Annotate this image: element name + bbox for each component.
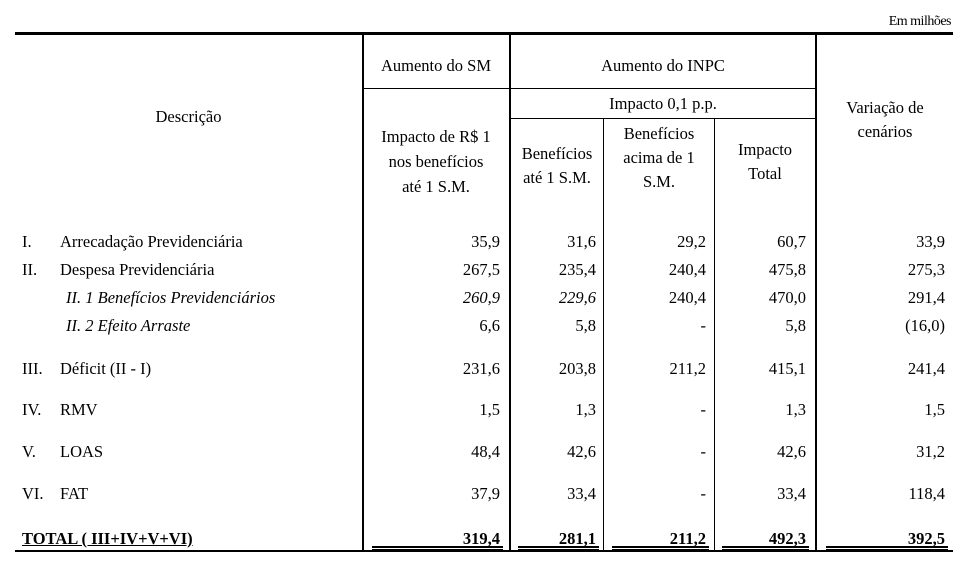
header-line: Variação de xyxy=(846,98,924,117)
row-number: II. xyxy=(22,260,38,279)
header-beneficios-acima: Benefícios acima de 1 S.M. xyxy=(604,122,714,194)
cell-value: 267,5 xyxy=(462,260,500,279)
row-label: Arrecadação Previdenciária xyxy=(60,232,243,251)
header-impacto-r1: Impacto de R$ 1 nos benefícios até 1 S.M… xyxy=(363,124,509,199)
row-number: I. xyxy=(22,232,32,251)
cell-value: 60,7 xyxy=(777,232,806,251)
header-aumento-sm: Aumento do SM xyxy=(380,56,491,75)
col-divider xyxy=(362,34,364,551)
total-value: 392,5 xyxy=(907,529,945,548)
header-line: até 1 S.M. xyxy=(402,177,470,196)
cell-value: 275,3 xyxy=(907,260,945,279)
header-impacto-total: Impacto Total xyxy=(715,138,815,186)
cell-value: 235,4 xyxy=(558,260,596,279)
cell-value: 211,2 xyxy=(669,359,706,378)
header-line: Impacto xyxy=(737,140,793,159)
row-label: Déficit (II - I) xyxy=(60,359,152,378)
header-rule xyxy=(510,118,816,119)
cell-value: - xyxy=(700,400,707,419)
header-line: acima de 1 xyxy=(623,148,695,167)
cell-value: - xyxy=(700,484,707,503)
cell-value: 1,3 xyxy=(575,400,596,419)
cell-value: 1,5 xyxy=(479,400,500,419)
total-value: 211,2 xyxy=(669,529,706,548)
cell-value: 291,4 xyxy=(907,288,945,307)
cell-value: 31,6 xyxy=(567,232,596,251)
header-impacto-pp: Impacto 0,1 p.p. xyxy=(609,94,717,113)
unit-note: Em milhões xyxy=(888,14,952,29)
cell-value: 475,8 xyxy=(768,260,806,279)
cell-value: 1,5 xyxy=(924,400,945,419)
cell-value: 5,8 xyxy=(785,316,806,335)
total-value: 281,1 xyxy=(558,529,596,548)
header-aumento-inpc: Aumento do INPC xyxy=(601,56,725,75)
cell-value: (16,0) xyxy=(905,316,945,335)
cell-value: 118,4 xyxy=(908,484,945,503)
header-rule xyxy=(363,88,816,89)
header-line: Impacto de R$ 1 xyxy=(381,127,491,146)
header-line: cenários xyxy=(857,122,913,141)
header-line: Total xyxy=(748,164,782,183)
header-line: S.M. xyxy=(642,172,676,191)
col-divider xyxy=(815,34,817,551)
header-line: nos benefícios xyxy=(388,152,484,171)
row-label: FAT xyxy=(60,484,89,503)
cell-value: 42,6 xyxy=(777,442,806,461)
cell-value: 29,2 xyxy=(677,232,706,251)
bottom-rule xyxy=(15,550,953,552)
cell-value: - xyxy=(700,316,707,335)
total-value: 319,4 xyxy=(462,529,500,548)
cell-value: 35,9 xyxy=(471,232,500,251)
cell-value: 48,4 xyxy=(471,442,500,461)
header-line: Benefícios xyxy=(623,124,695,143)
cell-value: 5,8 xyxy=(575,316,596,335)
cell-value: 33,4 xyxy=(567,484,596,503)
cell-value: 33,9 xyxy=(916,232,945,251)
cell-value: 229,6 xyxy=(558,288,596,307)
cell-value: 6,6 xyxy=(479,316,500,335)
cell-value: 240,4 xyxy=(668,288,706,307)
row-number: VI. xyxy=(22,484,44,503)
cell-value: 42,6 xyxy=(567,442,596,461)
cell-value: 241,4 xyxy=(907,359,945,378)
row-label: LOAS xyxy=(60,442,104,461)
header-line: Benefícios xyxy=(521,144,593,163)
row-label: II. 2 Efeito Arraste xyxy=(66,316,191,335)
row-label: Despesa Previdenciária xyxy=(60,260,215,279)
cell-value: 470,0 xyxy=(768,288,806,307)
cell-value: 231,6 xyxy=(462,359,500,378)
top-rule xyxy=(15,32,953,35)
header-beneficios-ate: Benefícios até 1 S.M. xyxy=(510,142,604,190)
row-number: III. xyxy=(22,359,43,378)
header-descricao: Descrição xyxy=(155,107,222,126)
cell-value: 1,3 xyxy=(785,400,806,419)
total-value: 492,3 xyxy=(768,529,806,548)
total-label: TOTAL ( III+IV+V+VI) xyxy=(22,529,193,548)
col-divider xyxy=(603,118,604,551)
cell-value: 33,4 xyxy=(777,484,806,503)
cell-value: 240,4 xyxy=(668,260,706,279)
cell-value: 260,9 xyxy=(462,288,500,307)
header-variacao: Variação de cenários xyxy=(817,96,953,144)
row-number: V. xyxy=(22,442,36,461)
header-line: até 1 S.M. xyxy=(523,168,591,187)
cell-value: 415,1 xyxy=(768,359,806,378)
cell-value: 31,2 xyxy=(916,442,945,461)
cell-value: - xyxy=(700,442,707,461)
row-number: IV. xyxy=(22,400,42,419)
row-label: RMV xyxy=(60,400,98,419)
row-label: II. 1 Benefícios Previdenciários xyxy=(66,288,276,307)
cell-value: 203,8 xyxy=(558,359,596,378)
cell-value: 37,9 xyxy=(471,484,500,503)
col-divider xyxy=(509,34,511,551)
col-divider xyxy=(714,118,715,551)
